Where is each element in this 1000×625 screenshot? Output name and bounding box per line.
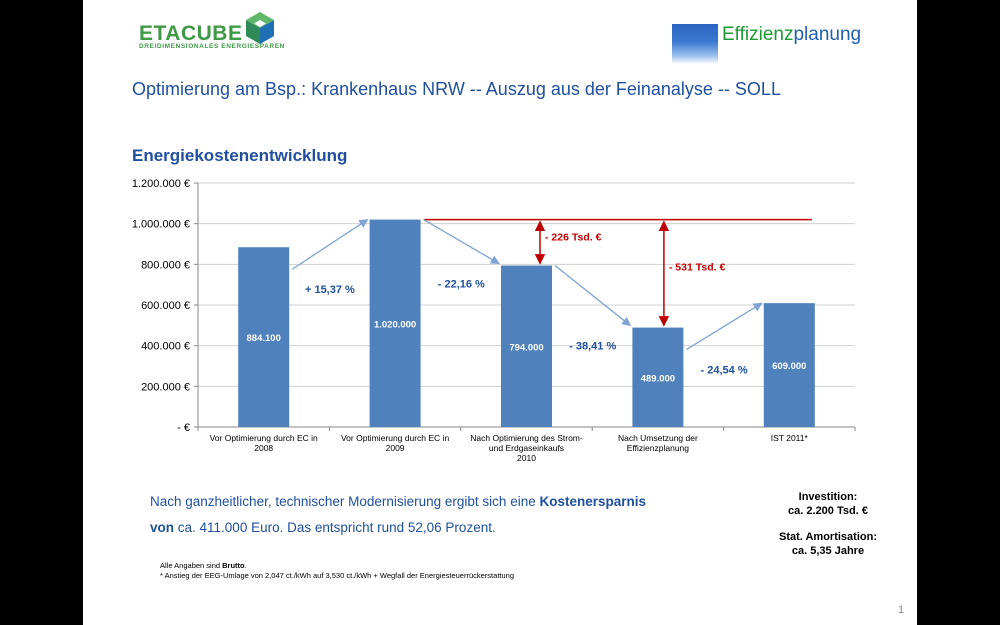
logo-wordmark: ETACUBE: [139, 22, 243, 45]
bar-data-label: 1.020.000: [374, 319, 416, 330]
category-label: Vor Optimierung durch EC in: [210, 433, 318, 443]
y-tick-label: - €: [177, 422, 190, 434]
category-label: Nach Optimierung des Strom-: [470, 433, 583, 443]
footnote-brutto: Alle Angaben sind Brutto.: [160, 561, 514, 571]
summary-text: Nach ganzheitlicher, technischer Moderni…: [150, 489, 670, 541]
amortisation-label: Stat. Amortisation:: [779, 531, 877, 543]
brand-gradient-block: [672, 24, 718, 64]
bar: [501, 265, 552, 427]
change-label: - 24,54 %: [701, 365, 748, 377]
logo-tagline: DREIDIMENSIONALES ENERGIESPAREN: [139, 43, 285, 50]
change-label: - 22,16 %: [438, 279, 485, 291]
y-tick-label: 800.000 €: [141, 259, 190, 271]
investment-label: Investition:: [798, 491, 858, 503]
bar-data-label: 609.000: [772, 361, 806, 372]
savings-label: - 531 Tsd. €: [669, 262, 726, 274]
bar-data-label: 884.100: [247, 333, 281, 344]
bar: [763, 303, 815, 427]
cube-logo-icon: [246, 12, 274, 44]
footnote-brutto-bold: Brutto: [222, 561, 245, 570]
category-label: Effizienzplanung: [627, 443, 689, 453]
y-tick-label: 1.000.000 €: [132, 219, 190, 231]
savings-label: - 226 Tsd. €: [545, 232, 602, 244]
category-label: IST 2011*: [771, 433, 809, 443]
y-tick-label: 1.200.000 €: [132, 178, 190, 190]
change-label: - 38,41 %: [569, 341, 616, 353]
bar: [632, 327, 684, 427]
amortisation-value: ca. 5,35 Jahre: [791, 545, 865, 557]
page-number: 1: [898, 604, 905, 616]
energy-cost-chart: - € 200.000 € 400.000 € 600.000 € 800.000 € 1…: [132, 178, 856, 463]
y-tick-label: 200.000 €: [141, 381, 190, 393]
bar: [238, 247, 290, 427]
investment-box: Investition: ca. 2.200 Tsd. €: [763, 490, 893, 518]
amortisation-box: Stat. Amortisation: ca. 5,35 Jahre: [763, 530, 893, 558]
slide: ETACUBE DREIDIMENSIONALES ENERGIESPAREN …: [83, 0, 917, 625]
change-arrow: [291, 219, 369, 270]
category-label: und Erdgaseinkaufs: [489, 443, 564, 453]
section-title: Energiekostenentwicklung: [132, 146, 348, 165]
bar-data-label: 794.000: [509, 342, 543, 353]
brand-title-part2: planung: [793, 24, 862, 45]
category-label: 2010: [517, 453, 536, 463]
summary-line1-bold: Kostenersparnis: [539, 494, 647, 509]
investment-value: ca. 2.200 Tsd. €: [788, 505, 868, 517]
change-arrow: [554, 265, 632, 327]
category-label: 2009: [386, 443, 405, 453]
summary-line2-bold: von: [150, 520, 175, 535]
summary-line1-prefix: Nach ganzheitlicher, technischer Moderni…: [150, 494, 540, 509]
y-tick-label: 600.000 €: [141, 300, 190, 312]
change-label: + 15,37 %: [305, 284, 355, 296]
footnote-brutto-prefix: Alle Angaben sind: [160, 561, 223, 570]
footnotes: Alle Angaben sind Brutto. * Anstieg der …: [160, 561, 514, 581]
y-tick-label: 400.000 €: [141, 341, 190, 353]
slide-title: Optimierung am Bsp.: Krankenhaus NRW -- …: [132, 79, 781, 99]
summary-line2-rest: ca. 411.000 Euro. Das entspricht rund 52…: [174, 520, 496, 535]
footnote-eeg: * Anstieg der EEG-Umlage von 2,047 ct./k…: [160, 571, 514, 580]
bar: [369, 219, 421, 427]
bar-data-label: 489.000: [641, 373, 675, 384]
change-arrow: [686, 302, 763, 351]
footnote-brutto-suffix: .: [244, 561, 247, 570]
category-label: Vor Optimierung durch EC in: [341, 433, 449, 443]
change-arrow: [423, 219, 500, 265]
brand-title: Effizienzplanung: [722, 24, 861, 46]
brand-title-part1: Effizienz: [722, 24, 794, 45]
category-label: Nach Umsetzung der: [618, 433, 698, 443]
category-label: 2008: [254, 443, 273, 453]
